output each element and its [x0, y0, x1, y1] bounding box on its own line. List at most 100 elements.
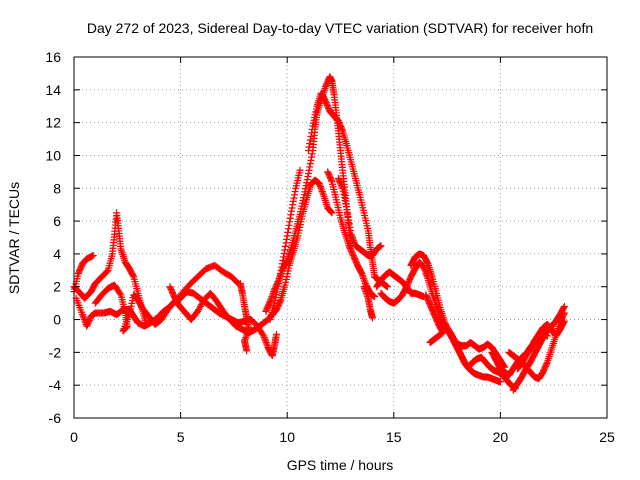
- data-point: [327, 207, 335, 215]
- data-point: [327, 208, 335, 216]
- data-point: [267, 296, 275, 304]
- data-point: [277, 270, 285, 278]
- data-layer: [70, 73, 568, 394]
- data-point: [116, 290, 124, 298]
- data-point: [327, 176, 335, 184]
- x-tick-label: 0: [70, 429, 78, 445]
- data-point: [260, 332, 268, 340]
- data-point: [303, 176, 311, 184]
- data-point: [338, 125, 346, 133]
- data-point: [267, 294, 275, 302]
- data-point: [281, 246, 289, 254]
- data-point: [269, 289, 277, 297]
- data-point: [306, 139, 314, 147]
- data-point: [360, 275, 368, 283]
- data-point: [307, 132, 315, 140]
- data-point: [276, 297, 284, 305]
- y-tick-label: -2: [49, 344, 62, 360]
- series-track-16: [422, 291, 447, 347]
- series-track-17: [443, 324, 519, 392]
- data-point: [308, 125, 316, 133]
- data-point: [286, 218, 294, 226]
- data-point: [345, 216, 353, 224]
- data-point: [358, 271, 366, 279]
- data-point: [302, 182, 310, 190]
- data-point: [560, 318, 568, 326]
- data-point: [306, 136, 314, 144]
- data-point: [377, 242, 385, 250]
- chart-title: Day 272 of 2023, Sidereal Day-to-day VTE…: [87, 20, 593, 36]
- data-point: [361, 284, 369, 292]
- series-track-4: [91, 281, 281, 360]
- data-point: [306, 160, 314, 168]
- data-point: [142, 320, 150, 328]
- data-point: [560, 302, 568, 310]
- data-point: [304, 173, 312, 181]
- data-point: [344, 213, 352, 221]
- data-point: [291, 188, 299, 196]
- series-track-12: [360, 283, 376, 322]
- data-point: [339, 184, 347, 192]
- data-point: [560, 309, 568, 317]
- data-point: [79, 312, 87, 320]
- data-point: [242, 334, 250, 342]
- y-tick-label: 14: [45, 82, 61, 98]
- data-point: [281, 242, 289, 250]
- data-point: [289, 197, 297, 205]
- data-point: [286, 214, 294, 222]
- data-point: [301, 185, 309, 193]
- data-point: [346, 223, 354, 231]
- data-point: [363, 291, 371, 299]
- data-point: [296, 166, 304, 174]
- data-point: [285, 221, 293, 229]
- data-point: [343, 206, 351, 214]
- data-point: [318, 186, 326, 194]
- data-point: [543, 332, 551, 340]
- data-point: [368, 314, 376, 322]
- data-point: [340, 190, 348, 198]
- data-point: [359, 273, 367, 281]
- data-point: [301, 188, 309, 196]
- x-tick-label: 5: [177, 429, 185, 445]
- data-point: [305, 143, 313, 151]
- data-point: [338, 183, 346, 191]
- data-point: [307, 156, 315, 164]
- data-point: [361, 286, 369, 294]
- data-point: [308, 129, 316, 137]
- data-point: [266, 297, 274, 305]
- data-point: [348, 232, 356, 240]
- y-tick-label: 10: [45, 147, 61, 163]
- data-point: [347, 230, 355, 238]
- y-tick-label: 6: [53, 213, 61, 229]
- data-point: [308, 150, 316, 158]
- series-track-9: [305, 89, 391, 291]
- data-point: [344, 209, 352, 217]
- data-point: [316, 181, 324, 189]
- data-point: [383, 283, 391, 291]
- data-point: [560, 304, 568, 312]
- data-point: [358, 270, 366, 278]
- data-point: [350, 238, 358, 246]
- data-point: [421, 268, 429, 276]
- y-tick-label: -4: [49, 377, 62, 393]
- data-point: [347, 227, 355, 235]
- data-point: [315, 179, 323, 187]
- data-point: [89, 252, 97, 260]
- data-point: [361, 278, 369, 286]
- data-point: [260, 334, 268, 342]
- data-point: [362, 289, 370, 297]
- data-point: [283, 232, 291, 240]
- data-point: [129, 272, 137, 280]
- data-point: [543, 360, 551, 368]
- y-axis-label: SDTVAR / TECUs: [6, 182, 22, 294]
- data-point: [421, 266, 429, 274]
- data-point: [362, 288, 370, 296]
- data-point: [288, 204, 296, 212]
- data-point: [342, 203, 350, 211]
- data-point: [560, 317, 568, 325]
- data-point: [287, 211, 295, 219]
- y-tick-label: 12: [45, 115, 61, 131]
- y-tick-label: 8: [53, 180, 61, 196]
